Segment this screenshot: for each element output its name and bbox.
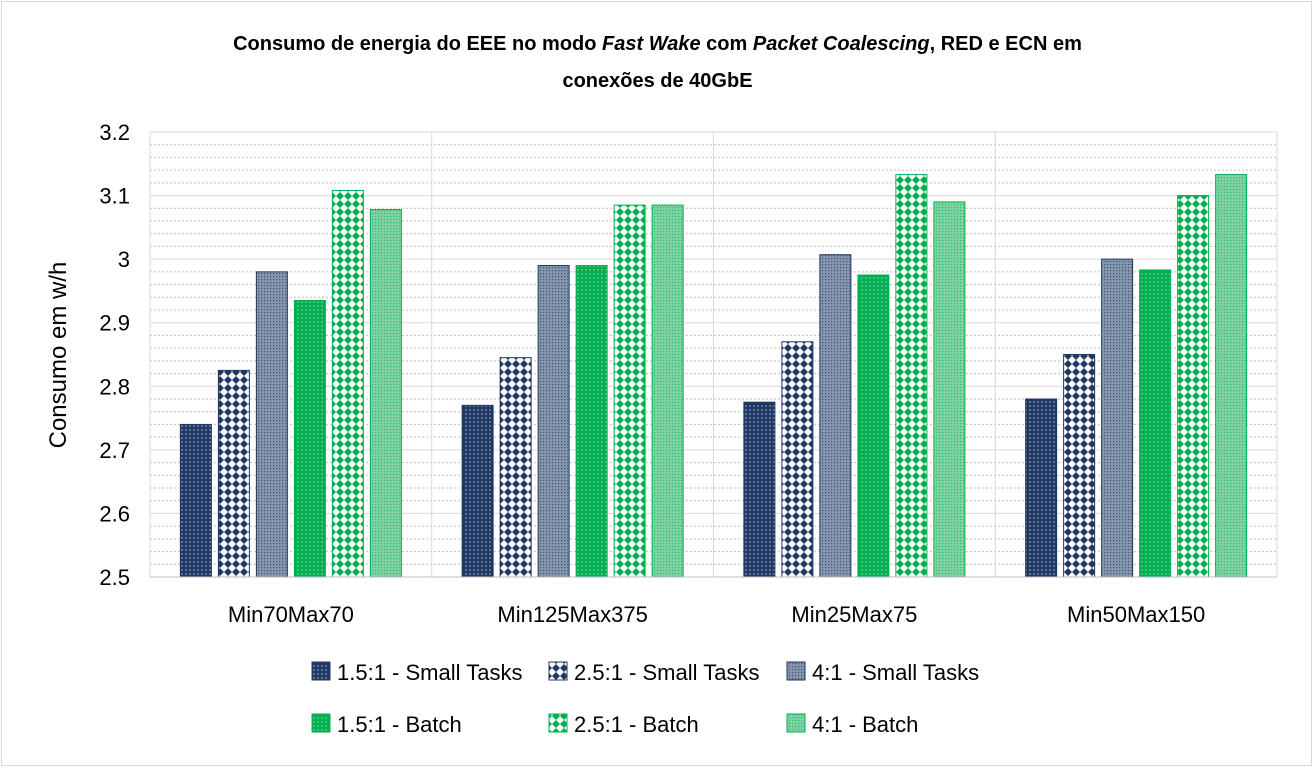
bar: [933, 201, 966, 578]
bar: [179, 423, 212, 578]
legend-label: 2.5:1 - Small Tasks: [574, 660, 759, 685]
bar: [613, 204, 646, 578]
legend-label: 2.5:1 - Batch: [574, 712, 699, 737]
bar: [217, 369, 250, 578]
bar: [1139, 269, 1172, 578]
bar: [1215, 174, 1248, 578]
y-tick-label: 3.2: [99, 120, 130, 145]
legend-swatch: [786, 661, 806, 681]
chart-title-line-1: Consumo de energia do EEE no modo Fast W…: [233, 33, 1082, 55]
x-tick-label: Min125Max375: [497, 602, 647, 627]
y-tick-label: 3: [118, 247, 130, 272]
legend-swatch: [548, 661, 568, 681]
bar: [537, 265, 570, 578]
bar: [293, 299, 326, 578]
legend-swatch: [311, 661, 331, 681]
y-tick-label: 2.8: [99, 374, 130, 399]
y-tick-label: 2.5: [99, 565, 130, 590]
bar: [1063, 354, 1096, 578]
bar: [857, 274, 890, 578]
y-tick-label: 3.1: [99, 184, 130, 209]
bar: [1101, 258, 1134, 578]
bar: [781, 341, 814, 578]
bar: [575, 265, 608, 578]
bar: [1025, 398, 1058, 578]
y-tick-label: 2.7: [99, 438, 130, 463]
bar: [819, 254, 852, 578]
legend-label: 4:1 - Small Tasks: [812, 660, 979, 685]
legend-swatch: [311, 713, 331, 733]
y-tick-label: 2.6: [99, 501, 130, 526]
bar: [743, 401, 776, 578]
chart-title-line-2: conexões de 40GbE: [562, 70, 753, 92]
bar: [461, 404, 494, 578]
bar: [499, 357, 532, 578]
bar: [651, 204, 684, 578]
bar: [1177, 195, 1210, 578]
legend-label: 1.5:1 - Batch: [337, 712, 462, 737]
bar: [895, 174, 928, 578]
y-tick-label: 2.9: [99, 311, 130, 336]
x-tick-label: Min25Max75: [791, 602, 917, 627]
legend-label: 4:1 - Batch: [812, 712, 918, 737]
legend-swatch: [786, 713, 806, 733]
legend-swatch: [548, 713, 568, 733]
legend-label: 1.5:1 - Small Tasks: [337, 660, 522, 685]
bar: [331, 189, 364, 578]
bar: [369, 209, 402, 578]
bar: [255, 271, 288, 578]
x-tick-label: Min50Max150: [1067, 602, 1205, 627]
x-tick-label: Min70Max70: [228, 602, 354, 627]
